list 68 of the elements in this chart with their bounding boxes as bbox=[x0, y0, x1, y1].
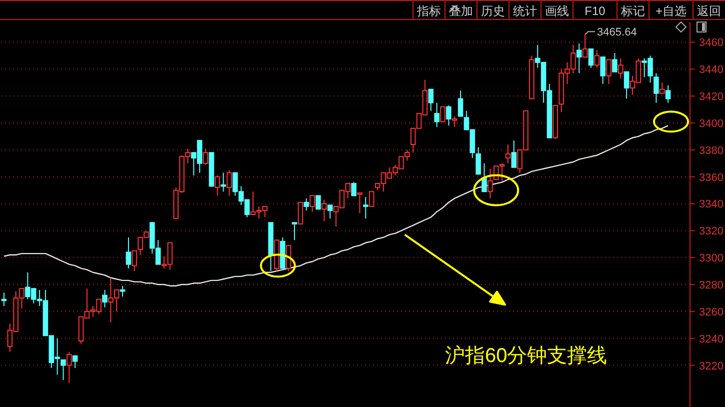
candlestick bbox=[665, 84, 671, 104]
y-tick-label: 3300 bbox=[699, 252, 724, 265]
y-tick-label: 3320 bbox=[699, 226, 724, 238]
candlestick bbox=[327, 204, 333, 220]
y-tick-label: 3340 bbox=[699, 198, 724, 211]
candlestick bbox=[588, 48, 594, 68]
candlestick bbox=[440, 106, 446, 122]
text: 返回 bbox=[697, 4, 721, 18]
candlestick bbox=[298, 202, 304, 224]
candlestick bbox=[482, 162, 487, 192]
candlestick bbox=[102, 289, 108, 308]
y-tick-label: 3240 bbox=[699, 333, 724, 346]
candlestick bbox=[428, 88, 434, 112]
candlestick bbox=[126, 236, 132, 269]
candlestick bbox=[202, 148, 208, 166]
text: +自选 bbox=[655, 4, 687, 18]
candlestick bbox=[316, 195, 321, 210]
text: 标记 bbox=[620, 4, 645, 18]
text: 指标 bbox=[416, 4, 441, 18]
candlestick bbox=[304, 198, 309, 211]
y-tick-label: 3460 bbox=[699, 37, 724, 50]
candlestick bbox=[226, 170, 232, 196]
candlestick bbox=[446, 104, 452, 126]
candlestick bbox=[322, 199, 327, 222]
candlestick bbox=[505, 144, 511, 164]
annotation: 沪指60分钟支撑线 bbox=[445, 344, 608, 367]
candlestick bbox=[600, 56, 606, 84]
candlestick bbox=[357, 192, 362, 214]
candlestick bbox=[576, 43, 582, 74]
text: 叠加 bbox=[449, 4, 473, 18]
candlestick bbox=[363, 196, 368, 220]
candlestick bbox=[214, 174, 220, 196]
candlestick bbox=[292, 222, 298, 241]
candlestick bbox=[476, 146, 481, 175]
text: F10 bbox=[584, 4, 606, 18]
candlestick bbox=[458, 90, 464, 117]
candlestick bbox=[310, 195, 315, 212]
candlestick bbox=[452, 116, 458, 128]
text: 画线 bbox=[545, 4, 569, 18]
candlestick bbox=[132, 250, 138, 272]
annotation: 3465.64 bbox=[597, 26, 637, 39]
text: 历史 bbox=[481, 4, 505, 18]
y-tick-label: 3280 bbox=[699, 280, 724, 292]
y-tick-label: 3440 bbox=[699, 64, 724, 76]
candlestick bbox=[368, 191, 374, 207]
y-tick-label: 3420 bbox=[699, 91, 724, 104]
candlestick bbox=[594, 50, 600, 68]
candlestick bbox=[66, 351, 72, 384]
candlestick bbox=[606, 59, 612, 84]
y-tick-label: 3400 bbox=[699, 118, 724, 130]
candlestick bbox=[351, 182, 356, 196]
candlestick bbox=[72, 355, 78, 368]
candlestick bbox=[624, 71, 630, 100]
candlestick bbox=[488, 168, 493, 199]
candlestick bbox=[618, 58, 624, 80]
text: 统计 bbox=[513, 4, 537, 18]
y-tick-label: 3220 bbox=[699, 360, 724, 372]
candlestick bbox=[659, 82, 665, 94]
candlestick bbox=[434, 102, 440, 128]
y-tick-label: 3260 bbox=[699, 306, 724, 318]
candlestick bbox=[511, 140, 517, 168]
y-tick-label: 3360 bbox=[699, 172, 724, 184]
candlestick bbox=[60, 359, 66, 381]
candlestick bbox=[582, 34, 588, 58]
candlestick bbox=[612, 52, 618, 72]
candlestick bbox=[220, 172, 226, 192]
candlestick bbox=[654, 72, 659, 104]
y-tick-label: 3380 bbox=[699, 144, 724, 157]
